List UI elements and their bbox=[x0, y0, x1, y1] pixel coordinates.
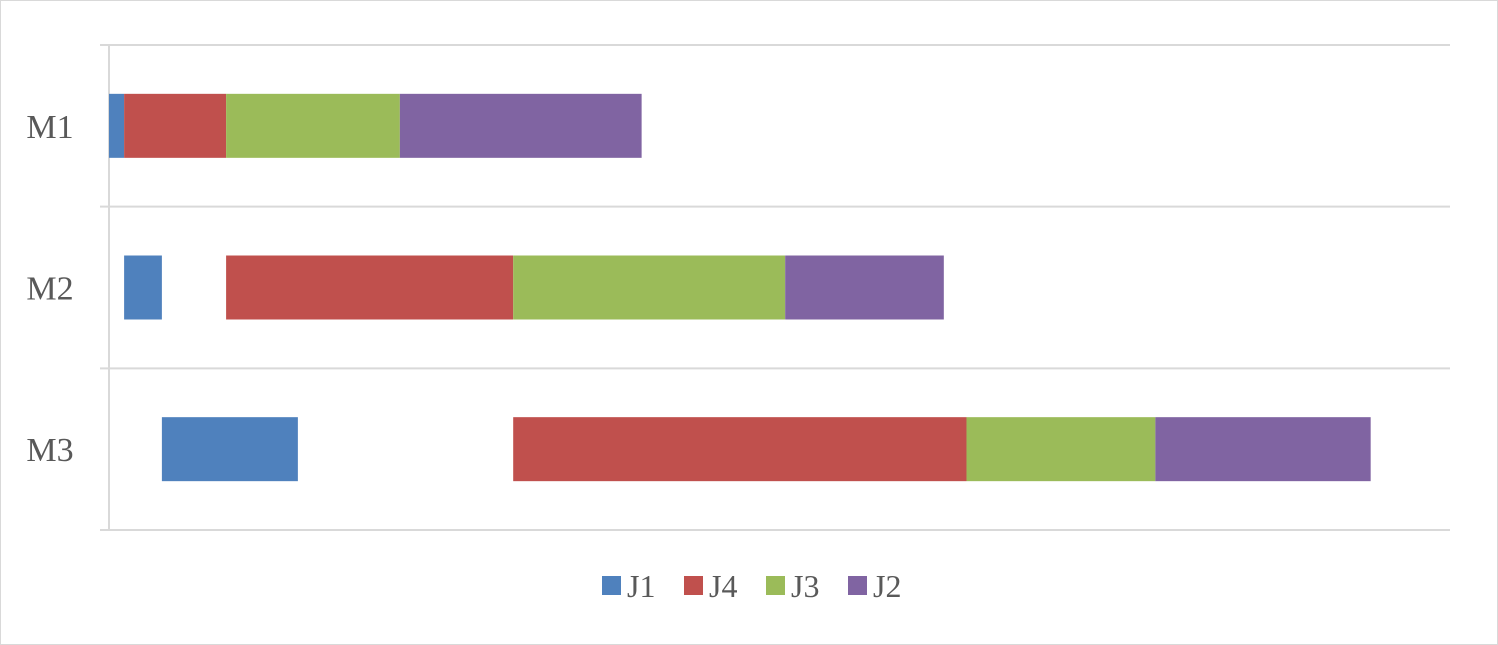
legend-label-j1: J1 bbox=[627, 568, 655, 604]
bar-j4-m2 bbox=[226, 255, 514, 320]
legend-swatch-j1 bbox=[602, 576, 621, 595]
bar-j2-m3 bbox=[1155, 417, 1371, 482]
bar-j2-m1 bbox=[399, 93, 642, 158]
bar-j3-m3 bbox=[966, 417, 1156, 482]
legend-label-j2: J2 bbox=[873, 568, 901, 604]
category-label-m1: M1 bbox=[26, 109, 73, 146]
bar-j1-m1 bbox=[109, 93, 125, 158]
legend-swatch-j3 bbox=[766, 576, 785, 595]
legend-swatch-j2 bbox=[848, 576, 867, 595]
bar-j4-m3 bbox=[513, 417, 967, 482]
bar-j3-m2 bbox=[513, 255, 786, 320]
category-label-m2: M2 bbox=[26, 271, 73, 308]
bar-j1-m3 bbox=[161, 417, 298, 482]
bar-j1-m2 bbox=[124, 255, 162, 320]
bar-j2-m2 bbox=[785, 255, 944, 320]
bar-j4-m1 bbox=[124, 93, 227, 158]
category-label-m3: M3 bbox=[26, 432, 73, 469]
legend-label-j3: J3 bbox=[791, 568, 819, 604]
legend-swatch-j4 bbox=[684, 576, 703, 595]
bar-j3-m1 bbox=[226, 93, 400, 158]
legend-label-j4: J4 bbox=[709, 568, 737, 604]
